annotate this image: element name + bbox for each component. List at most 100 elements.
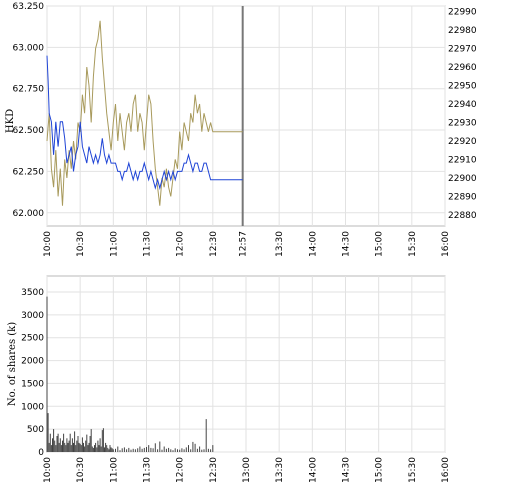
index-y-tick-label: 22880 [448, 211, 477, 221]
volume-bar [90, 429, 92, 452]
price-y-axis-label: HKD [5, 109, 16, 133]
volume-y-tick-labels: 3500 3000 2500 2000 1500 1000 500 0 [21, 288, 44, 458]
volume-bar [54, 440, 56, 452]
volume-bar [100, 446, 102, 452]
volume-bar [87, 445, 89, 452]
index-y-tick-label: 22960 [448, 63, 477, 73]
volume-bar [185, 447, 187, 452]
price-x-tick-label: 12:00 [176, 231, 186, 257]
volume-bar [52, 438, 53, 452]
index-y-tick-label: 22950 [448, 81, 477, 91]
volume-bar [59, 438, 61, 452]
volume-x-tick-label: 15:30 [408, 457, 418, 483]
volume-bar [168, 447, 170, 452]
volume-bar [74, 431, 76, 452]
volume-bar [112, 449, 114, 452]
volume-bar [107, 447, 109, 452]
volume-x-tick-label: 13:00 [242, 457, 252, 483]
price-x-tick-label: 10:00 [43, 231, 53, 257]
price-y-tick-label: 63.250 [13, 2, 45, 12]
volume-bar [192, 441, 194, 452]
volume-bar [69, 433, 71, 452]
price-x-tick-label: 12:30 [209, 231, 219, 257]
volume-bar [47, 413, 49, 452]
volume-x-tick-label: 10:00 [43, 457, 53, 483]
volume-bar [157, 449, 159, 452]
volume-bar [101, 430, 103, 452]
volume-bar [117, 446, 119, 452]
volume-x-tick-label: 16:00 [441, 457, 451, 483]
volume-bar [172, 450, 174, 452]
volume-bar [210, 449, 212, 452]
volume-bar [50, 445, 52, 452]
volume-x-tick-label: 12:30 [209, 457, 219, 483]
volume-bar [205, 419, 207, 452]
price-horizontal-gridlines [47, 5, 445, 214]
volume-bar [49, 433, 51, 452]
index-y-tick-label: 22940 [448, 100, 477, 110]
volume-bar [148, 445, 150, 452]
price-x-tick-label: 11:30 [143, 231, 153, 257]
price-x-tick-label: 14:00 [308, 231, 318, 257]
volume-x-tick-labels: 10:00 10:30 11:00 11:30 12:00 12:30 13:00 13:30… [43, 457, 451, 483]
volume-bar [53, 429, 55, 452]
volume-bar [68, 440, 70, 452]
volume-bar [128, 447, 130, 452]
volume-bar [86, 434, 88, 452]
volume-bar [67, 442, 69, 452]
index-y-tick-labels: 22990 22980 22970 22960 22950 22940 22930 22920… [448, 8, 477, 221]
volume-bar [70, 445, 72, 452]
volume-bar [119, 450, 121, 452]
volume-bar [132, 448, 134, 452]
volume-bar [78, 442, 80, 452]
volume-bar [94, 445, 95, 452]
volume-bar [77, 436, 79, 452]
volume-x-tick-label: 15:00 [375, 457, 385, 483]
volume-bar [104, 447, 105, 452]
volume-bar [183, 449, 185, 452]
volume-bar [91, 446, 93, 452]
volume-bar [48, 442, 50, 452]
volume-bar [64, 442, 66, 452]
volume-bar [146, 447, 147, 452]
volume-bar [194, 443, 196, 452]
price-y-tick-label: 62.000 [13, 209, 45, 219]
volume-bar [81, 437, 83, 452]
volume-bar [71, 438, 73, 452]
volume-bar [159, 441, 161, 452]
index-y-tick-label: 22920 [448, 137, 477, 147]
volume-bar [56, 436, 58, 452]
volume-y-axis-label: No. of shares (k) [7, 322, 18, 406]
index-y-tick-label: 22900 [448, 174, 477, 184]
volume-bar [143, 447, 145, 452]
volume-bar [207, 448, 209, 452]
volume-bar [95, 442, 97, 452]
volume-bar [130, 449, 132, 452]
index-line [46, 20, 243, 206]
price-y-tick-label: 62.500 [13, 126, 45, 136]
volume-bar [99, 438, 101, 452]
volume-bar [115, 448, 116, 452]
volume-bar [66, 438, 68, 452]
volume-x-tick-label: 12:00 [176, 457, 186, 483]
volume-y-tick-label: 3000 [21, 311, 44, 321]
volume-bar [88, 442, 90, 452]
volume-y-tick-label: 1500 [21, 379, 44, 389]
volume-bar [201, 449, 203, 452]
volume-bar [98, 445, 100, 452]
volume-bar [170, 449, 172, 452]
volume-x-tick-label: 11:30 [143, 457, 153, 483]
volume-bar [89, 436, 91, 452]
volume-bar [63, 433, 65, 452]
price-x-tick-label: 14:30 [342, 231, 352, 257]
volume-bar [106, 445, 108, 452]
volume-bar [174, 448, 176, 452]
price-y-tick-label: 62.250 [13, 167, 45, 177]
volume-bar [46, 296, 48, 452]
volume-bars [46, 296, 214, 452]
volume-bar [196, 448, 198, 452]
volume-bar [111, 448, 113, 452]
volume-bar [109, 445, 111, 452]
volume-bar [76, 440, 78, 452]
